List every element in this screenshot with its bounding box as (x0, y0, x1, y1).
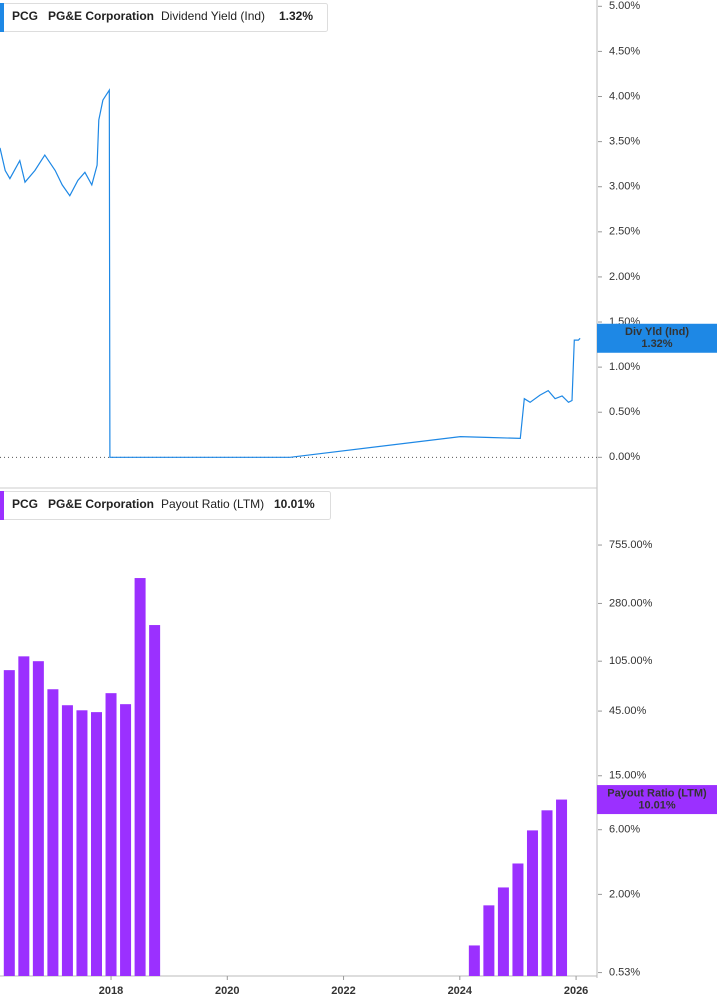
y-tick-label: 105.00% (609, 655, 653, 667)
x-tick-label: 2024 (448, 985, 473, 997)
line (0, 88, 581, 458)
callout-label: Payout Ratio (LTM) (607, 787, 707, 799)
bar (483, 905, 495, 976)
y-tick-label: 2.00% (609, 888, 640, 900)
bar (76, 710, 88, 976)
bar (512, 863, 524, 976)
bar (32, 661, 44, 976)
x-tick-label: 2022 (331, 985, 355, 997)
bar (3, 670, 15, 976)
bar (61, 705, 73, 976)
bar (90, 712, 102, 976)
bar (47, 689, 59, 976)
x-tick-label: 2026 (564, 985, 588, 997)
header-bottom: PCG PG&E Corporation Payout Ratio (LTM) … (0, 491, 331, 520)
bar (556, 799, 568, 976)
y-tick-label: 2.50% (609, 226, 640, 238)
ticker: PCG (12, 497, 38, 511)
y-tick-label: 15.00% (609, 770, 647, 782)
x-tick-label: 2020 (215, 985, 239, 997)
callout-box (597, 323, 717, 353)
company: PG&E Corporation (48, 497, 154, 511)
bar (526, 830, 538, 976)
y-tick-label: 4.00% (609, 90, 640, 102)
y-tick-label: 0.50% (609, 406, 640, 418)
bar (134, 578, 146, 976)
bar (541, 810, 553, 976)
header-stripe (0, 491, 4, 520)
callout-label: Div Yld (Ind) (625, 326, 689, 338)
bar (18, 656, 30, 976)
metric: Dividend Yield (Ind) (161, 9, 265, 23)
y-tick-label: 3.00% (609, 181, 640, 193)
company: PG&E Corporation (48, 9, 154, 23)
header-top: PCG PG&E Corporation Dividend Yield (Ind… (0, 3, 328, 32)
bar (105, 693, 117, 976)
y-tick-label: 5.00% (609, 0, 640, 12)
callout-value: 1.32% (641, 338, 672, 350)
current-value: 10.01% (274, 497, 315, 511)
plot-area (0, 88, 597, 976)
y-tick-label: 3.50% (609, 136, 640, 148)
y-tick-label: 280.00% (609, 597, 653, 609)
bar (468, 945, 480, 976)
bar (120, 704, 132, 976)
y-tick-label: 6.00% (609, 824, 640, 836)
y-tick-label: 2.00% (609, 271, 640, 283)
y-tick-label: 45.00% (609, 705, 647, 717)
callout-box (597, 785, 717, 815)
y-tick-label: 4.50% (609, 45, 640, 57)
y-tick-label: 755.00% (609, 539, 653, 551)
header-stripe (0, 3, 4, 32)
bar (149, 625, 161, 976)
ticker: PCG (12, 9, 38, 23)
y-tick-label: 0.00% (609, 451, 640, 463)
y-tick-label: 1.00% (609, 361, 640, 373)
bar (497, 887, 509, 976)
metric: Payout Ratio (LTM) (161, 497, 264, 511)
y-tick-label: 0.53% (609, 966, 640, 978)
current-value: 1.32% (279, 9, 313, 23)
callout-value: 10.01% (638, 799, 676, 811)
x-tick-label: 2018 (99, 985, 123, 997)
